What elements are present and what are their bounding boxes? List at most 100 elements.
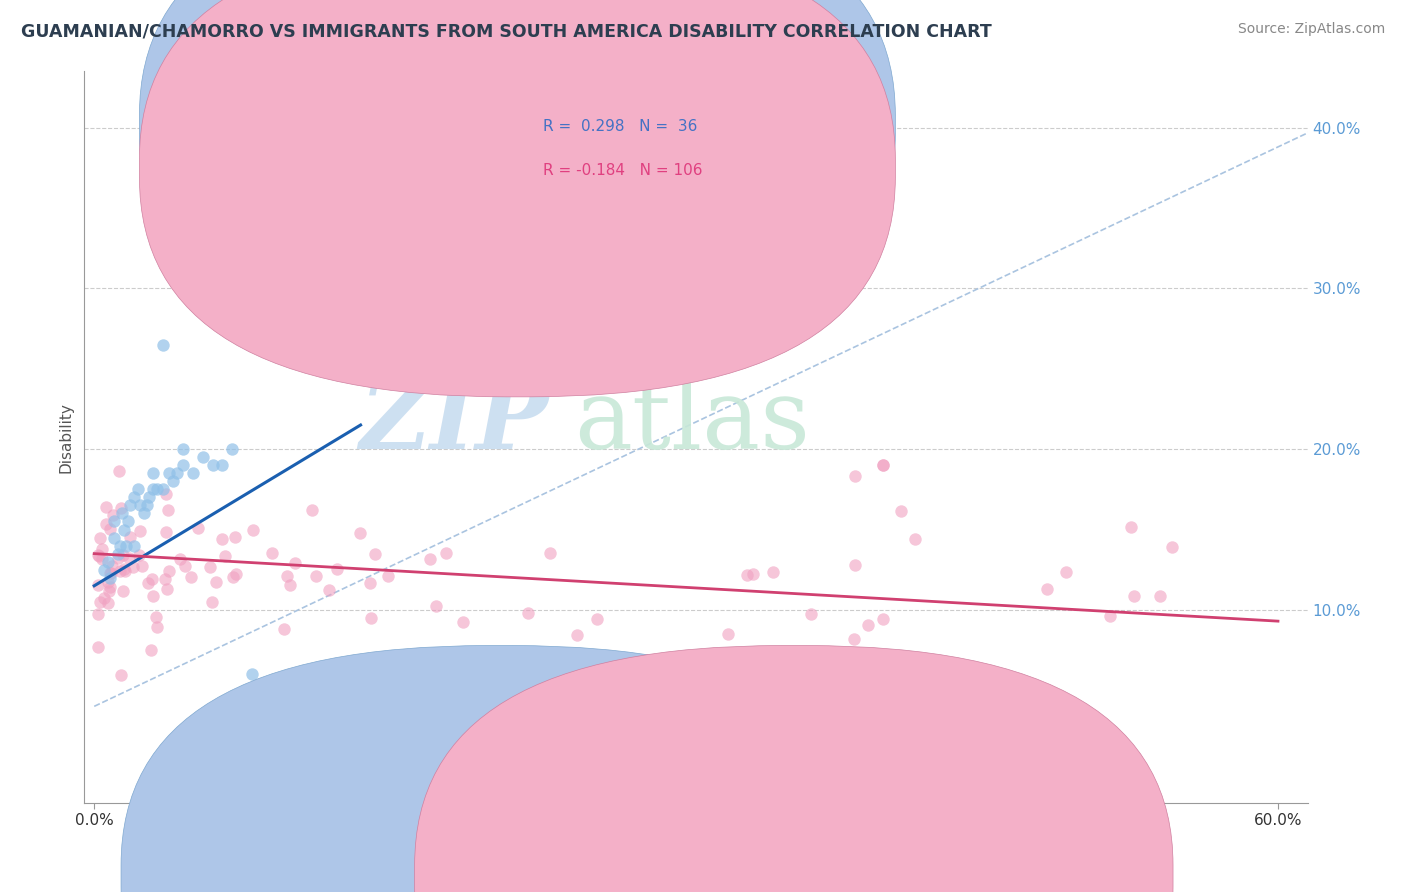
- Point: [419, 552, 441, 566]
- FancyBboxPatch shape: [139, 0, 896, 397]
- Point: [240, 667, 263, 681]
- Point: [284, 556, 307, 570]
- Point: [98, 571, 121, 585]
- Point: [172, 458, 194, 473]
- Point: [96, 516, 118, 531]
- Point: [318, 582, 340, 597]
- Point: [131, 559, 153, 574]
- Point: [155, 487, 177, 501]
- Point: [844, 558, 866, 572]
- Point: [224, 530, 246, 544]
- Point: [118, 499, 141, 513]
- Point: [112, 562, 135, 576]
- Point: [157, 467, 180, 481]
- Point: [162, 193, 184, 207]
- Point: [152, 337, 174, 351]
- Point: [1123, 590, 1146, 604]
- Point: [273, 622, 295, 636]
- Point: [111, 507, 134, 521]
- Point: [538, 546, 561, 560]
- Point: [157, 564, 180, 578]
- Point: [87, 607, 110, 622]
- Point: [153, 572, 176, 586]
- Point: [145, 609, 167, 624]
- Point: [108, 539, 131, 553]
- Point: [1119, 520, 1142, 534]
- Point: [93, 563, 115, 577]
- Point: [586, 612, 609, 626]
- Point: [211, 533, 233, 547]
- Point: [132, 507, 155, 521]
- Text: Source: ZipAtlas.com: Source: ZipAtlas.com: [1237, 22, 1385, 37]
- Point: [276, 568, 298, 582]
- Point: [136, 499, 159, 513]
- Point: [122, 539, 145, 553]
- Point: [451, 615, 474, 629]
- Point: [138, 491, 160, 505]
- Point: [204, 574, 226, 589]
- Point: [856, 618, 879, 632]
- Point: [904, 533, 927, 547]
- Point: [141, 642, 163, 657]
- Text: GUAMANIAN/CHAMORRO VS IMMIGRANTS FROM SOUTH AMERICA DISABILITY CORRELATION CHART: GUAMANIAN/CHAMORRO VS IMMIGRANTS FROM SO…: [21, 22, 991, 40]
- Point: [201, 458, 224, 473]
- Point: [145, 619, 167, 633]
- Point: [1099, 609, 1122, 624]
- Point: [360, 611, 382, 625]
- Point: [180, 570, 202, 584]
- Point: [191, 450, 214, 465]
- FancyBboxPatch shape: [121, 646, 880, 892]
- Point: [155, 525, 177, 540]
- Point: [98, 580, 121, 594]
- Text: R =  0.298   N =  36: R = 0.298 N = 36: [543, 119, 697, 134]
- Point: [114, 564, 136, 578]
- Point: [142, 589, 165, 603]
- Point: [87, 578, 110, 592]
- Text: ZIP: ZIP: [360, 376, 550, 469]
- Point: [98, 583, 121, 598]
- Point: [93, 591, 115, 605]
- Point: [222, 570, 245, 584]
- Point: [567, 628, 589, 642]
- Point: [359, 576, 381, 591]
- Point: [103, 531, 125, 545]
- Point: [87, 549, 110, 564]
- Point: [181, 467, 204, 481]
- Point: [122, 491, 145, 505]
- Point: [128, 499, 150, 513]
- Point: [118, 550, 141, 565]
- Point: [1054, 565, 1077, 579]
- Point: [128, 548, 150, 562]
- Point: [872, 611, 894, 625]
- Point: [97, 555, 120, 569]
- Point: [152, 483, 174, 497]
- Y-axis label: Disability: Disability: [58, 401, 73, 473]
- Point: [742, 566, 765, 581]
- Point: [301, 502, 323, 516]
- Point: [762, 565, 785, 579]
- Point: [872, 458, 894, 473]
- Point: [129, 524, 152, 538]
- Point: [108, 464, 131, 478]
- Point: [844, 469, 866, 483]
- Text: R = -0.184   N = 106: R = -0.184 N = 106: [543, 162, 703, 178]
- Point: [187, 521, 209, 535]
- Point: [90, 552, 112, 566]
- Point: [735, 567, 758, 582]
- Text: Immigrants from South America: Immigrants from South America: [813, 869, 1057, 883]
- Point: [142, 467, 165, 481]
- Point: [157, 503, 180, 517]
- Point: [146, 483, 169, 497]
- Point: [94, 500, 117, 514]
- FancyBboxPatch shape: [488, 86, 776, 200]
- Point: [304, 569, 326, 583]
- FancyBboxPatch shape: [139, 0, 896, 353]
- Point: [166, 467, 188, 481]
- Point: [225, 566, 247, 581]
- Point: [114, 539, 136, 553]
- Point: [120, 530, 142, 544]
- Point: [110, 564, 132, 578]
- Point: [425, 599, 447, 614]
- Point: [221, 442, 243, 457]
- Point: [169, 552, 191, 566]
